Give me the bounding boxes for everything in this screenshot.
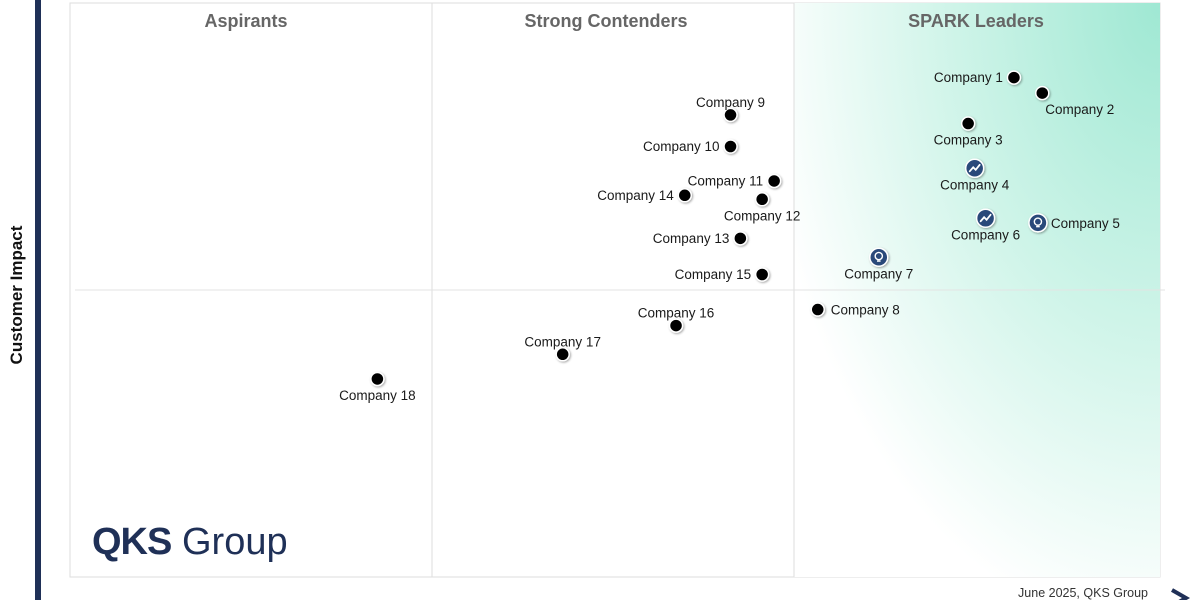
marker-dot <box>555 347 570 362</box>
marker-dot <box>754 192 770 207</box>
point-company-10: Company 10 <box>643 139 738 154</box>
lightbulb-icon <box>869 247 889 268</box>
point-label: Company 17 <box>524 334 601 349</box>
point-label: Company 1 <box>934 70 1003 85</box>
point-company-8: Company 8 <box>810 302 900 318</box>
trend-line-glyph <box>979 213 992 223</box>
lightbulb-icon <box>1028 213 1048 233</box>
marker-dot <box>1006 70 1022 85</box>
x-axis-arrow-icon <box>1171 588 1191 600</box>
point-label: Company 18 <box>339 388 416 403</box>
point-label: Company 2 <box>1045 102 1114 117</box>
marker-dot <box>1035 85 1050 101</box>
marker-dot <box>370 371 385 387</box>
point-company-13: Company 13 <box>653 231 748 246</box>
marker-dot <box>723 139 738 154</box>
logo-group-text: Group <box>182 521 288 563</box>
marker-dot <box>733 231 748 246</box>
point-label: Company 7 <box>844 266 913 281</box>
marker-dot <box>677 188 693 203</box>
point-label: Company 4 <box>940 177 1010 192</box>
point-company-9: Company 9 <box>696 95 765 123</box>
y-axis-label: Customer Impact <box>7 225 26 364</box>
marker-dot <box>766 173 782 189</box>
marker-dot <box>810 302 825 317</box>
point-label: Company 8 <box>831 303 900 318</box>
point-label: Company 5 <box>1051 216 1120 231</box>
point-company-6: Company 6 <box>951 208 1020 242</box>
point-label: Company 12 <box>724 208 801 223</box>
point-company-12: Company 12 <box>724 192 801 223</box>
point-label: Company 3 <box>934 133 1003 148</box>
point-company-7: Company 7 <box>844 247 913 281</box>
point-company-4: Company 4 <box>940 158 1010 192</box>
point-company-1: Company 1 <box>934 70 1022 85</box>
point-label: Company 11 <box>688 173 764 188</box>
quadrant-title-aspirants: Aspirants <box>204 11 287 31</box>
point-label: Company 15 <box>675 267 752 282</box>
point-company-16: Company 16 <box>638 306 715 333</box>
marker-dot <box>668 318 684 333</box>
qks-group-logo: QKS Group <box>92 521 288 563</box>
point-company-3: Company 3 <box>934 116 1003 148</box>
points-layer: Company 1 Company 2 Company 3 Company 4 Comp… <box>339 70 1120 403</box>
marker-dot <box>960 116 976 131</box>
point-company-11: Company 11 <box>688 173 782 189</box>
point-company-17: Company 17 <box>524 334 601 362</box>
point-company-18: Company 18 <box>339 371 416 403</box>
point-label: Company 9 <box>696 95 765 110</box>
marker-dot <box>723 107 738 123</box>
point-label: Company 13 <box>653 231 730 246</box>
quadrant-title-strong-contenders: Strong Contenders <box>524 11 687 31</box>
point-company-14: Company 14 <box>597 188 693 203</box>
point-company-2: Company 2 <box>1035 85 1114 117</box>
bulb-glyph <box>874 251 884 261</box>
trend-line-glyph <box>968 163 981 173</box>
point-label: Company 14 <box>597 188 674 203</box>
point-company-5: Company 5 <box>1028 213 1120 233</box>
footer-note: June 2025, QKS Group <box>1018 586 1148 600</box>
point-label: Company 6 <box>951 227 1020 242</box>
point-label: Company 10 <box>643 139 720 154</box>
point-company-15: Company 15 <box>675 267 770 282</box>
quadrant-title-spark-leaders: SPARK Leaders <box>908 11 1044 31</box>
logo-qks-text: QKS <box>92 521 171 563</box>
marker-dot <box>754 267 770 282</box>
point-label: Company 16 <box>638 306 715 321</box>
bulb-glyph <box>1033 217 1043 226</box>
left-accent-bar <box>35 0 41 600</box>
